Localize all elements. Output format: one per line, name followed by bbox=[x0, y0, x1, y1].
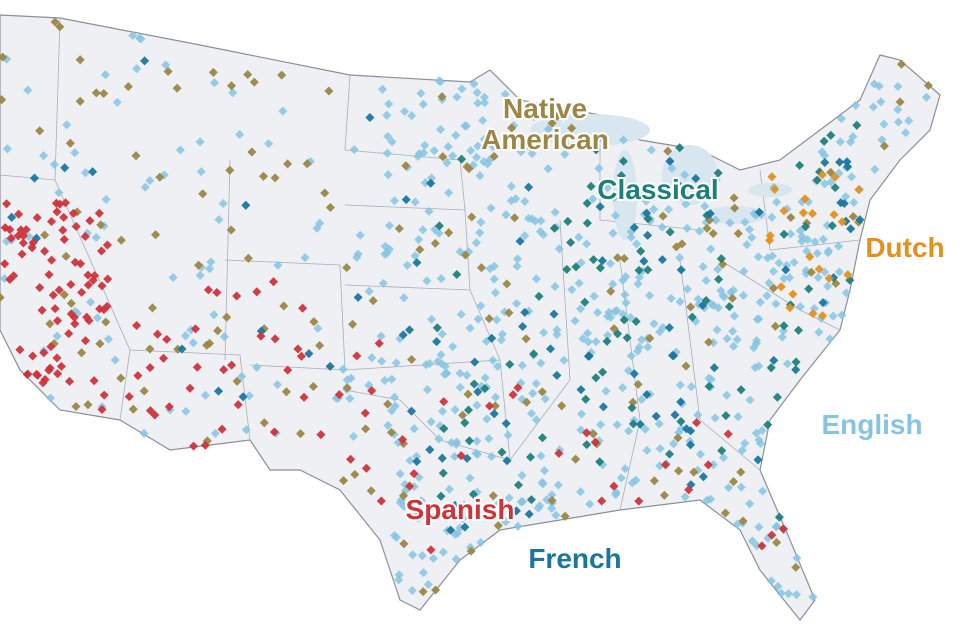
town-marker bbox=[94, 208, 104, 218]
town-marker bbox=[40, 246, 50, 256]
town-marker bbox=[196, 167, 206, 177]
town-marker bbox=[18, 238, 28, 248]
town-marker bbox=[32, 213, 42, 223]
town-marker bbox=[85, 216, 95, 226]
town-marker bbox=[128, 30, 138, 40]
category-label: French bbox=[528, 543, 621, 574]
town-marker bbox=[13, 231, 23, 241]
category-label: Classical bbox=[597, 174, 718, 205]
town-marker bbox=[70, 148, 80, 158]
town-marker bbox=[40, 230, 50, 240]
town-marker bbox=[2, 144, 12, 154]
town-marker bbox=[59, 234, 69, 245]
category-label: Dutch bbox=[865, 232, 944, 263]
town-marker bbox=[55, 22, 65, 32]
town-marker bbox=[198, 189, 208, 199]
category-label: American bbox=[481, 124, 609, 155]
town-marker bbox=[39, 151, 49, 161]
town-marker bbox=[175, 145, 185, 155]
town-marker bbox=[2, 199, 12, 209]
us-outline bbox=[0, 14, 941, 621]
town-marker bbox=[80, 168, 91, 178]
town-marker bbox=[23, 85, 33, 95]
town-marker bbox=[35, 126, 45, 136]
town-marker bbox=[80, 231, 90, 242]
town-marker bbox=[71, 221, 81, 232]
category-label: Native bbox=[503, 93, 587, 124]
town-marker bbox=[247, 147, 257, 157]
town-marker bbox=[226, 225, 236, 235]
town-marker bbox=[145, 176, 155, 186]
town-marker bbox=[225, 165, 235, 175]
town-marker bbox=[6, 233, 16, 243]
town-marker bbox=[163, 66, 173, 77]
town-marker bbox=[134, 33, 145, 43]
town-marker bbox=[91, 88, 101, 98]
town-marker bbox=[112, 97, 122, 107]
town-marker bbox=[75, 96, 85, 106]
town-marker bbox=[155, 172, 165, 182]
town-marker bbox=[88, 167, 98, 177]
town-marker bbox=[132, 64, 142, 74]
town-marker bbox=[226, 81, 237, 91]
category-label: Spanish bbox=[406, 494, 515, 525]
town-marker bbox=[24, 231, 34, 242]
town-marker bbox=[243, 69, 253, 80]
town-marker bbox=[52, 207, 62, 217]
town-marker bbox=[68, 208, 79, 218]
town-marker bbox=[96, 246, 107, 256]
town-marker bbox=[172, 83, 182, 93]
town-marker bbox=[208, 67, 218, 77]
town-marker bbox=[60, 163, 70, 173]
town-marker bbox=[228, 88, 238, 98]
town-marker bbox=[101, 194, 111, 205]
town-marker bbox=[21, 225, 31, 235]
town-marker bbox=[91, 232, 101, 243]
town-marker bbox=[151, 230, 161, 240]
town-marker bbox=[100, 70, 110, 80]
town-marker bbox=[123, 82, 133, 92]
town-marker bbox=[49, 159, 59, 170]
town-marker bbox=[27, 243, 37, 253]
town-marker bbox=[249, 77, 259, 87]
state-borders bbox=[0, 17, 861, 511]
town-marker bbox=[235, 129, 245, 140]
town-marker bbox=[54, 188, 64, 198]
town-marker bbox=[29, 173, 40, 183]
town-marker bbox=[0, 95, 7, 105]
town-marker bbox=[209, 78, 219, 88]
town-marker bbox=[62, 120, 72, 130]
town-marker bbox=[131, 151, 141, 161]
town-marker bbox=[195, 137, 205, 147]
town-marker bbox=[5, 225, 15, 235]
town-marker bbox=[51, 198, 61, 208]
category-label: English bbox=[821, 409, 922, 440]
town-marker bbox=[116, 235, 126, 245]
town-marker bbox=[218, 198, 228, 209]
town-marker bbox=[65, 138, 75, 148]
town-marker bbox=[46, 216, 57, 227]
town-marker bbox=[75, 55, 85, 65]
town-marker bbox=[99, 88, 109, 99]
town-marker bbox=[96, 220, 106, 230]
town-marker bbox=[102, 240, 112, 250]
town-marker bbox=[241, 200, 251, 210]
town-marker bbox=[7, 212, 17, 222]
town-marker bbox=[14, 209, 24, 219]
town-marker bbox=[140, 182, 150, 192]
town-marker bbox=[140, 56, 150, 66]
town-marker bbox=[0, 52, 8, 62]
town-marker bbox=[214, 215, 224, 225]
town-marker bbox=[50, 17, 60, 27]
